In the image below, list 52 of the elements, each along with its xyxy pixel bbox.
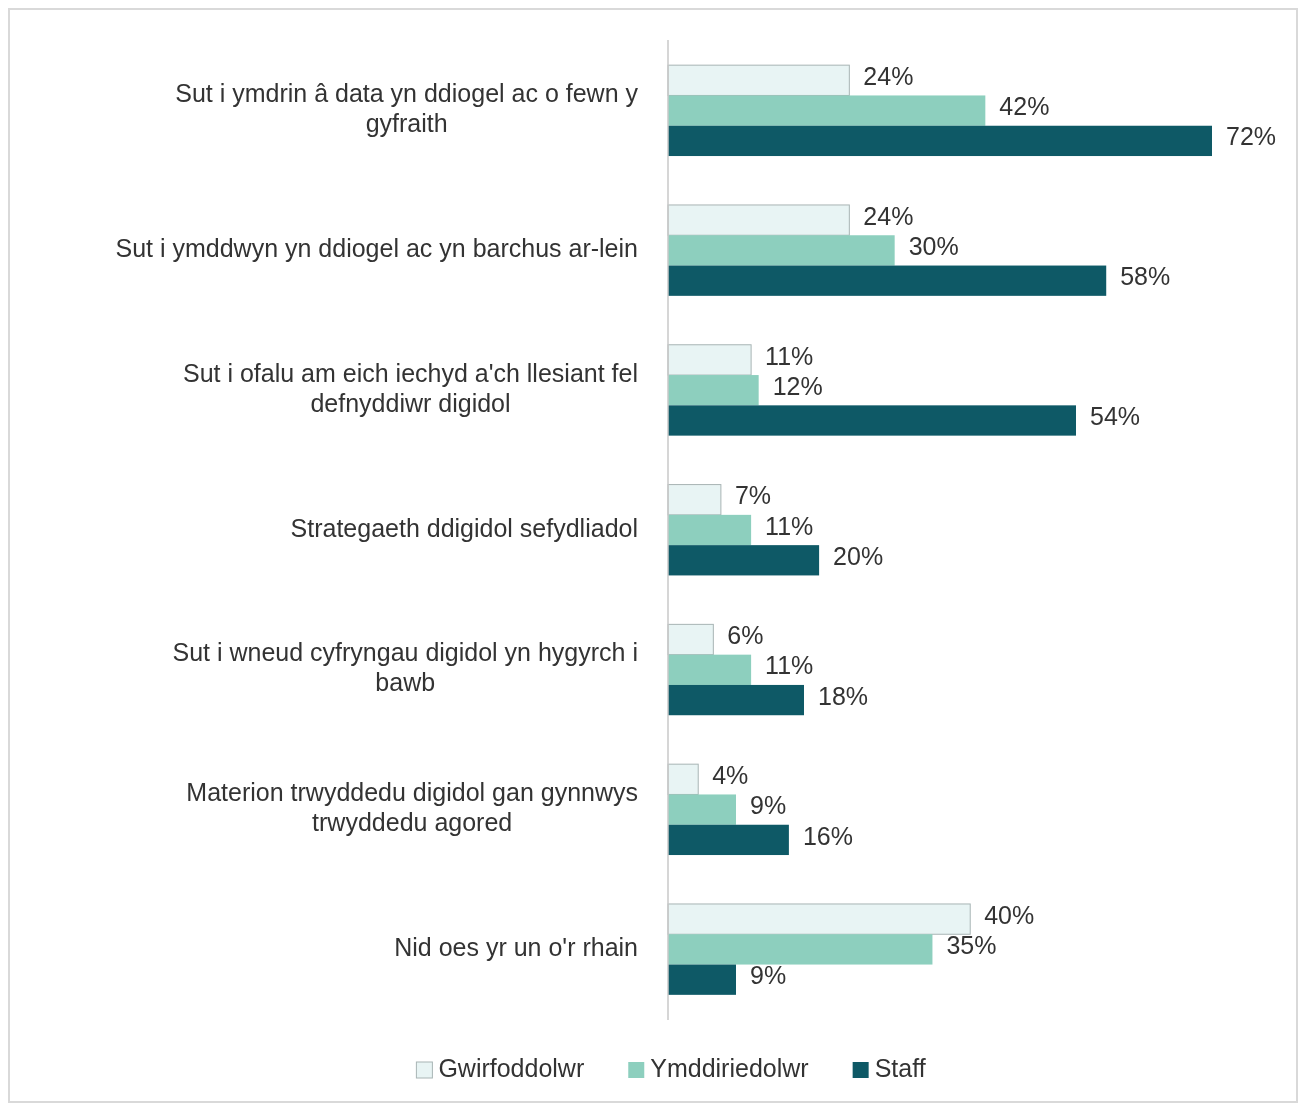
y-tick-label: Sut i ofalu am eich iechyd a'ch llesiant fel defnyddiwr digidol bbox=[182, 358, 639, 417]
data-label: 24% bbox=[863, 201, 914, 230]
legend-label: Staff bbox=[874, 1053, 926, 1082]
bar bbox=[667, 484, 722, 516]
data-label: 11% bbox=[765, 341, 814, 370]
data-label: 20% bbox=[833, 541, 884, 570]
y-tick-label: Sut i ymdrin â data yn ddiogel ac o fewn y gyfraith bbox=[175, 79, 639, 138]
bar bbox=[668, 125, 1212, 157]
data-label: 7% bbox=[734, 481, 772, 510]
bar bbox=[668, 514, 752, 546]
data-label: 24% bbox=[863, 61, 914, 90]
bar bbox=[667, 903, 971, 935]
bar bbox=[668, 235, 895, 266]
data-label: 16% bbox=[802, 821, 853, 850]
data-label: 6% bbox=[727, 621, 764, 650]
bar bbox=[668, 545, 820, 576]
data-label: 11% bbox=[765, 651, 814, 680]
bar bbox=[667, 64, 850, 96]
data-label: 40% bbox=[984, 900, 1035, 929]
y-tick-label: Strategaeth ddigidol sefydliadol bbox=[290, 513, 638, 542]
bar bbox=[668, 375, 759, 406]
bar bbox=[668, 654, 752, 685]
data-label: 35% bbox=[946, 931, 997, 960]
data-label: 11% bbox=[765, 511, 814, 540]
bar bbox=[668, 405, 1076, 436]
data-label: 72% bbox=[1226, 122, 1277, 151]
bar bbox=[668, 684, 804, 716]
data-label: 54% bbox=[1090, 402, 1141, 431]
data-label: 18% bbox=[818, 681, 869, 710]
data-label: 58% bbox=[1120, 262, 1171, 291]
data-label: 9% bbox=[750, 791, 787, 820]
bar bbox=[667, 623, 714, 656]
legend-label: Ymddiriedolwr bbox=[650, 1053, 809, 1082]
bar bbox=[668, 964, 736, 995]
bar bbox=[668, 95, 986, 126]
bar bbox=[668, 824, 789, 856]
bar bbox=[667, 204, 850, 236]
data-label: 12% bbox=[772, 371, 823, 400]
data-label: 30% bbox=[908, 232, 959, 261]
data-label: 42% bbox=[999, 92, 1050, 121]
legend-label: Gwirfoddolwr bbox=[438, 1053, 585, 1082]
y-tick-label: Sut i ymddwyn yn ddiogel ac yn barchus ar-lein bbox=[115, 234, 639, 263]
bar bbox=[667, 344, 752, 376]
y-tick-label: Nid oes yr un o'r rhain bbox=[394, 933, 638, 962]
bar bbox=[668, 794, 736, 825]
y-tick-label: Materion trwyddedu digidol gan gynnwys trwyddedu agored bbox=[186, 778, 638, 837]
data-label: 4% bbox=[712, 760, 749, 789]
bar bbox=[667, 763, 699, 795]
bar bbox=[668, 265, 1107, 296]
y-tick-label: Sut i wneud cyfryngau digidol yn hygyrch i bawb bbox=[172, 638, 638, 697]
data-label: 9% bbox=[750, 961, 787, 990]
bar bbox=[668, 934, 933, 965]
